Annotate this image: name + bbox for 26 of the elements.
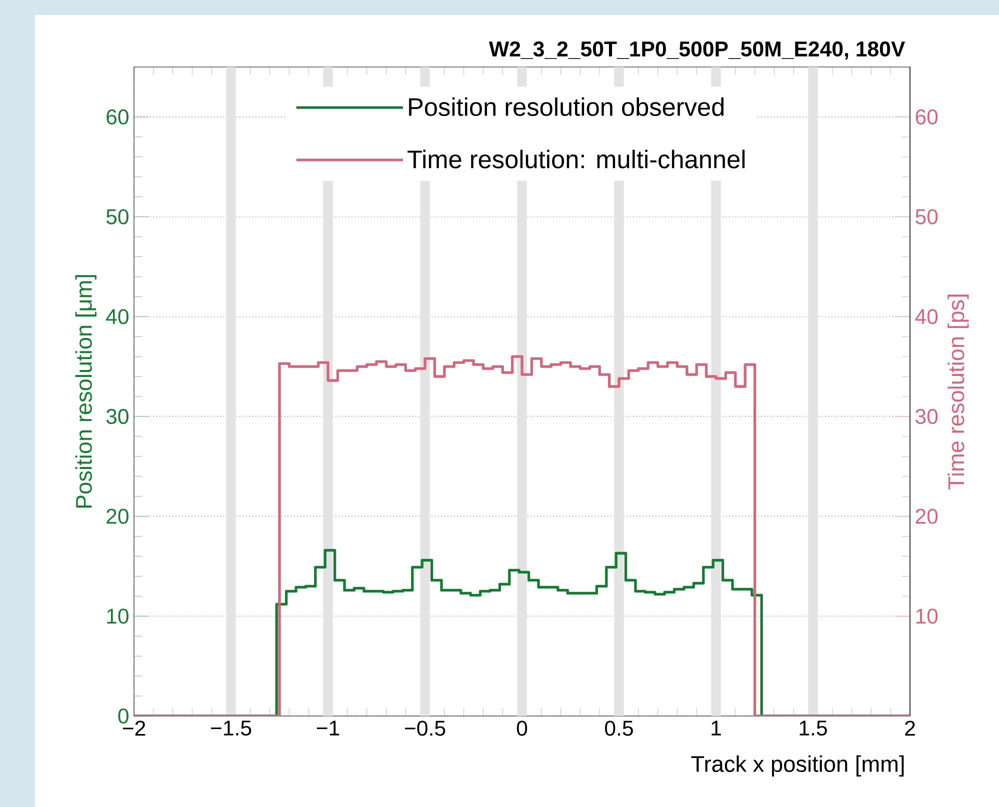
- x-tick-label: 0: [516, 720, 528, 736]
- y-axis-title: Position resolution [μm]: [75, 275, 96, 508]
- x-tick-label: 1: [712, 720, 721, 736]
- x-tick-label: 1.5: [800, 720, 827, 736]
- x-tick-label: −1.5: [210, 720, 252, 736]
- x-tick-label: 0.5: [605, 720, 633, 736]
- y-tick-label: 40: [106, 309, 128, 324]
- y-tick-label: 50: [106, 209, 128, 224]
- y-tick-label: 10: [107, 608, 128, 624]
- y2-axis-title: Time resolution [ps]: [948, 294, 969, 490]
- y2-tick-label: 50: [916, 209, 938, 224]
- legend-label: Position resolution observed: [409, 97, 724, 116]
- chart-title: W2_3_2_50T_1P0_500P_50M_E240, 180V: [488, 41, 906, 60]
- x-tick-label: −0.5: [404, 720, 446, 736]
- y-tick-label: 30: [106, 408, 128, 424]
- y-tick-label: 20: [106, 508, 128, 524]
- y-tick-label: 60: [106, 109, 128, 124]
- x-tick-label: −1: [316, 720, 340, 736]
- x-tick-label: 2: [905, 720, 915, 736]
- y2-tick-label: 60: [916, 109, 938, 124]
- x-axis-title: Track x position [mm]: [691, 755, 904, 777]
- y2-tick-label: 10: [916, 608, 938, 624]
- y2-tick-label: 40: [915, 309, 938, 324]
- legend-label: Time resolution: multi-channel: [408, 150, 745, 168]
- y2-tick-label: 30: [916, 408, 938, 424]
- y2-tick-label: 20: [916, 508, 938, 524]
